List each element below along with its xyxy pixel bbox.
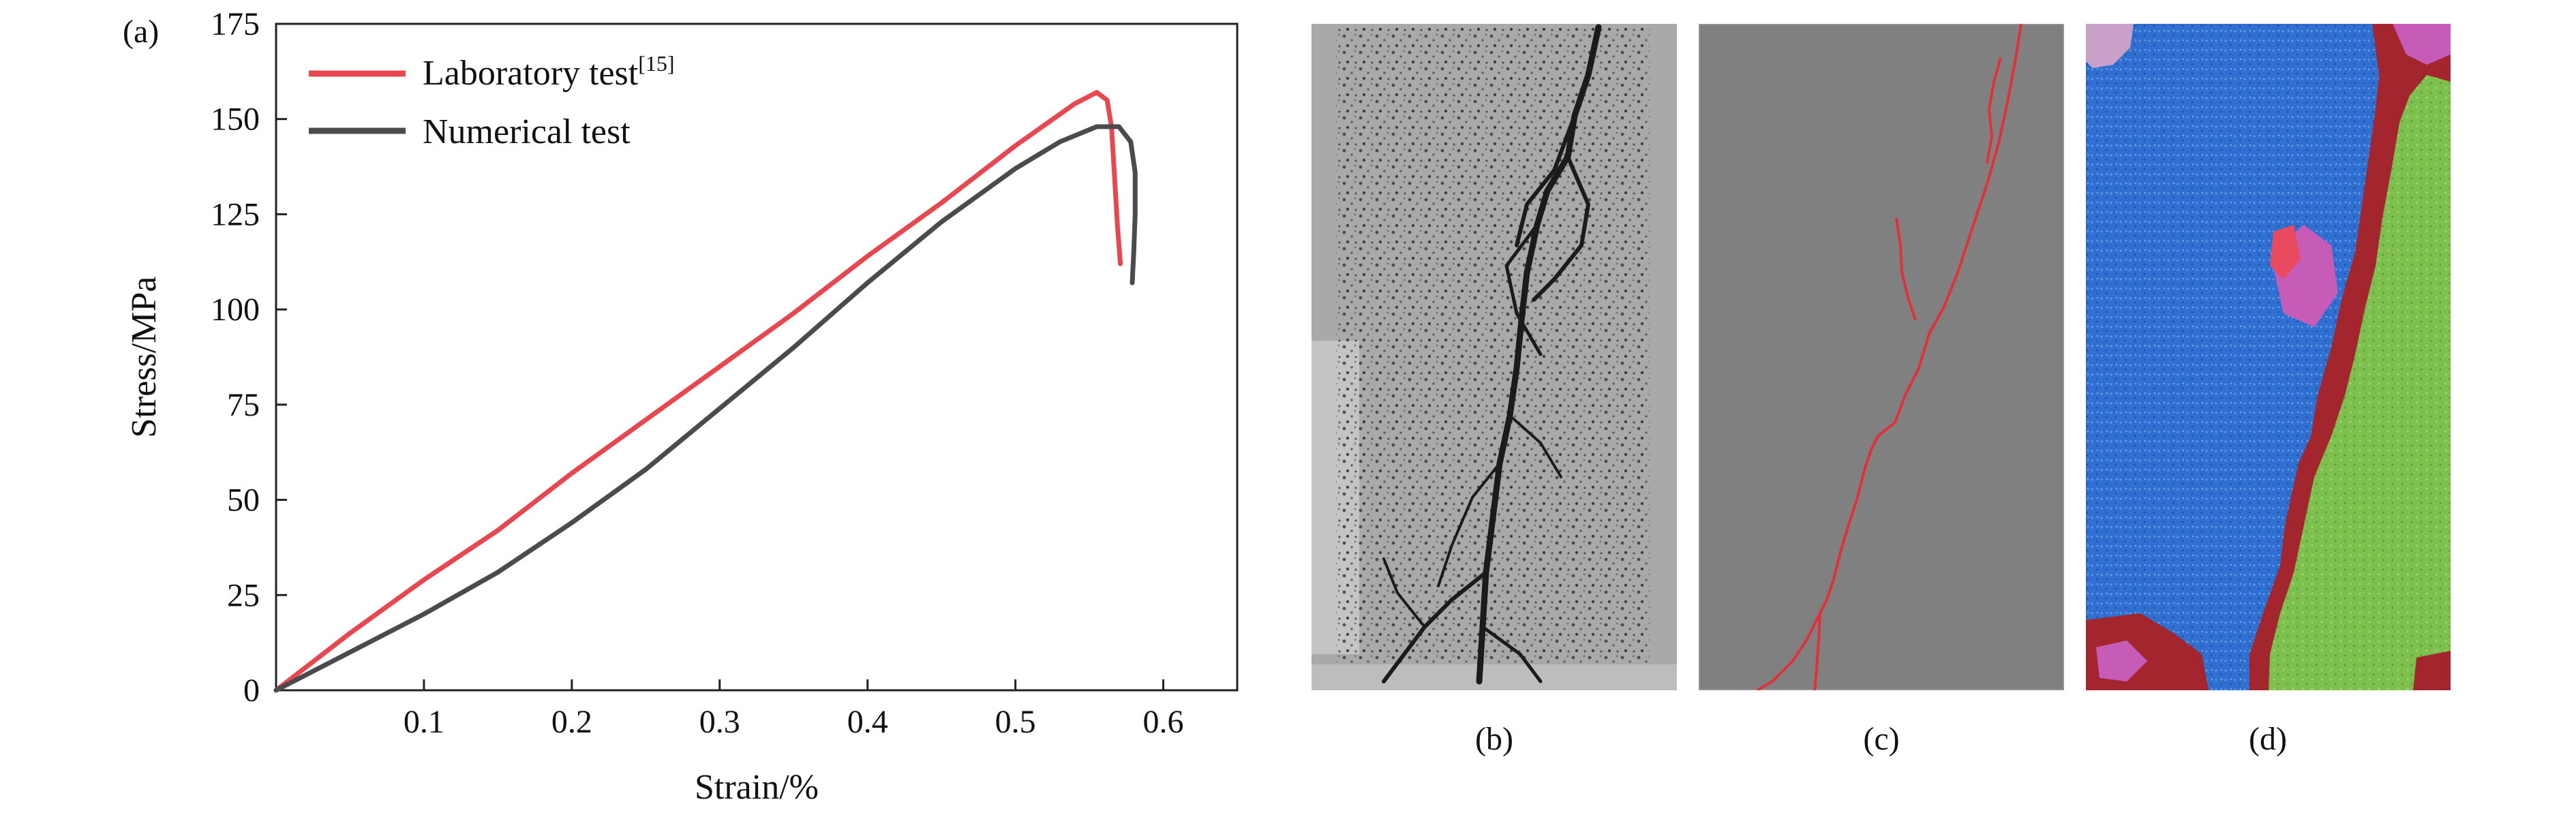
fragment-top-left-patch [2086, 24, 2134, 68]
specimen-base [1312, 664, 1677, 690]
x-tick-label: 0.2 [551, 704, 592, 740]
fragment-red-patch [2270, 225, 2301, 279]
panel-a-chart: (a) 0.1 0.2 0.3 0.4 0.5 0.6 0 25 50 75 100 125 150 1… [123, 6, 1239, 807]
legend-label-laboratory: Laboratory test[15] [423, 51, 675, 93]
y-tick-label: 150 [211, 102, 260, 138]
crack-pattern-background [1699, 24, 2064, 690]
y-tick-label: 100 [211, 292, 260, 328]
fragment-green-region [2269, 75, 2451, 690]
y-axis-label: Stress/MPa [125, 277, 164, 438]
y-tick-label: 175 [211, 6, 260, 42]
y-tick-label: 75 [227, 387, 260, 423]
x-tick-label: 0.6 [1143, 704, 1184, 740]
plot-frame [275, 22, 1239, 692]
x-tick-label: 0.5 [995, 704, 1036, 740]
specimen-body [1336, 27, 1650, 688]
y-tick-label: 0 [243, 673, 260, 709]
numerical-cracks [1756, 24, 2022, 690]
x-tick-label: 0.1 [404, 704, 444, 740]
x-tick-label: 0.4 [847, 704, 888, 740]
photo-cracks [1382, 24, 1602, 685]
legend: Laboratory test[15] Numerical test [309, 51, 675, 151]
y-axis-ticks: 0 25 50 75 100 125 150 175 [211, 6, 287, 709]
panel-c-crack-pattern [1699, 24, 2064, 690]
panel-label-c: (c) [1863, 721, 1899, 757]
x-axis-ticks: 0.1 0.2 0.3 0.4 0.5 0.6 [404, 679, 1184, 740]
series-line-numerical [273, 124, 1138, 693]
fragment-bottom-left-magenta [2096, 641, 2147, 681]
panel-d-fragment-map [2086, 24, 2451, 690]
fragment-top-right-patch [2393, 24, 2451, 65]
y-tick-label: 125 [211, 196, 260, 232]
fragment-bottom-right-patch [2413, 651, 2451, 690]
panel-b-specimen-photo [1312, 24, 1677, 690]
x-tick-label: 0.3 [699, 704, 740, 740]
legend-label-numerical: Numerical test [423, 112, 631, 151]
panel-label-a: (a) [123, 14, 159, 50]
series-lines [273, 90, 1138, 693]
panel-label-b: (b) [1475, 721, 1513, 757]
panel-label-d: (d) [2249, 721, 2287, 757]
x-axis-label: Strain/% [695, 768, 819, 807]
y-tick-label: 25 [227, 577, 260, 613]
series-line-laboratory [273, 90, 1123, 693]
y-tick-label: 50 [227, 482, 260, 519]
